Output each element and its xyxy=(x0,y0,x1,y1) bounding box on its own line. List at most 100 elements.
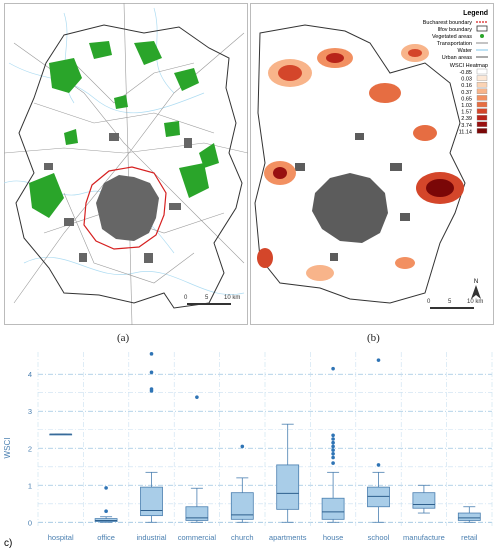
x-tick-label: apartments xyxy=(269,533,307,542)
outlier-point xyxy=(331,440,335,445)
box-house xyxy=(321,366,345,523)
outlier-point xyxy=(331,461,335,465)
outlier-point xyxy=(149,387,154,391)
hotspot xyxy=(408,49,422,57)
caption-a: (a) xyxy=(117,332,130,344)
boxplot-svg: c) WSCI 0 1 2 3 4 hospital office industrial co… xyxy=(3,352,493,549)
heatmap-swatch xyxy=(476,81,488,88)
hotspot xyxy=(326,53,344,63)
legend-item-label: Bucharest boundary xyxy=(423,20,472,26)
outlier-point xyxy=(149,370,154,375)
heatmap-swatch xyxy=(476,128,488,134)
north-label: N xyxy=(474,279,478,285)
outlier-point xyxy=(331,433,335,438)
hotspot xyxy=(413,125,437,141)
box-iqr xyxy=(412,492,436,509)
scale-bar-b: 0 5 10 km xyxy=(427,299,483,309)
box-commercial xyxy=(185,395,209,523)
gridlines xyxy=(37,352,493,526)
legend-swatch xyxy=(480,34,484,38)
box-iqr xyxy=(185,506,209,521)
box-hospital xyxy=(49,433,73,436)
outlier-point xyxy=(331,444,335,449)
heatmap-swatch xyxy=(476,95,488,101)
x-tick-label: house xyxy=(323,533,343,542)
heatmap-swatch xyxy=(476,101,488,108)
heatmap-value: -0.85 xyxy=(459,70,472,76)
hotspot xyxy=(426,179,454,197)
legend-item-label: Urban areas xyxy=(442,55,473,61)
box-manufacture xyxy=(412,484,436,514)
map-panel-a: 0 5 10 km xyxy=(3,2,249,326)
legend-item-label: Ilfov boundary xyxy=(437,27,472,33)
box-iqr xyxy=(140,486,163,517)
scale-bar-b-line xyxy=(430,307,474,309)
legend-item-label: Water xyxy=(458,48,473,54)
panel-c-label: c) xyxy=(4,538,12,549)
legend-item-label: Transportation xyxy=(437,41,472,47)
heatmap-value: 11.14 xyxy=(459,129,472,135)
map-a-roads xyxy=(3,2,249,326)
outlier-point xyxy=(376,358,381,362)
hotspot xyxy=(278,65,302,81)
heatmap-swatch xyxy=(476,68,488,75)
x-tick-label: industrial xyxy=(136,533,166,542)
heatmap-value: 2.39 xyxy=(461,116,472,122)
x-tick-label: retail xyxy=(461,533,478,542)
heatmap-value: 0.65 xyxy=(461,96,472,102)
legend-title: Legend xyxy=(463,10,488,17)
heatmap-value: 1.03 xyxy=(461,103,472,109)
outlier-point xyxy=(104,486,108,490)
scale-a-tick-0: 0 xyxy=(184,295,188,301)
outlier-point xyxy=(104,509,108,513)
outlier-point xyxy=(331,452,335,456)
box-iqr xyxy=(457,512,481,521)
outlier-point xyxy=(331,437,335,441)
scale-a-tick-5: 5 xyxy=(205,295,209,301)
outlier-point xyxy=(376,463,381,467)
heatmap-swatch xyxy=(476,114,488,121)
vegetated-areas-a xyxy=(29,41,219,218)
y-tick-label: 3 xyxy=(28,407,32,416)
hotspot xyxy=(273,167,287,179)
x-tick-label: church xyxy=(231,533,254,542)
box-industrial xyxy=(140,352,163,523)
outlier-point xyxy=(331,448,335,452)
heatmap-swatch xyxy=(476,88,488,95)
outlier-point xyxy=(195,395,199,399)
x-tick-label: office xyxy=(97,533,115,542)
urban-areas-b xyxy=(295,133,410,261)
map-panel-b: Legend Bucharest boundary Ilfov boundary V… xyxy=(250,3,494,325)
heatmap-swatch xyxy=(476,108,488,114)
box-church xyxy=(230,444,254,523)
outlier-point xyxy=(149,352,154,356)
box-iqr xyxy=(230,492,254,520)
outlier-point xyxy=(331,455,335,460)
y-tick-label: 1 xyxy=(28,481,32,490)
hotspot xyxy=(257,248,273,268)
y-axis-label: WSCI xyxy=(3,438,12,459)
box-office xyxy=(94,486,118,523)
heatmap-value: 3.74 xyxy=(461,123,472,129)
scale-b-tick-10: 10 km xyxy=(467,299,483,305)
x-tick-label: manufacture xyxy=(403,533,445,542)
heatmap-swatch xyxy=(476,121,488,128)
heatmap-title: WSCI Heatmap xyxy=(450,63,488,69)
heatmap-value: 0.16 xyxy=(461,83,472,89)
hotspot xyxy=(395,257,415,269)
box-iqr xyxy=(367,486,390,508)
heatmap-hotspots xyxy=(257,44,464,281)
x-tick-label: commercial xyxy=(178,533,217,542)
scale-b-tick-5: 5 xyxy=(448,299,452,305)
heatmap-items: -0.850.030.160.370.651.031.572.393.7411.… xyxy=(459,68,488,135)
outlier-point xyxy=(331,366,335,371)
box-school xyxy=(367,358,390,523)
box-iqr xyxy=(321,497,345,520)
y-ticks: 0 1 2 3 4 xyxy=(28,370,32,527)
caption-b: (b) xyxy=(367,332,380,344)
legend-item-label: Vegetated areas xyxy=(432,34,472,40)
x-tick-label: school xyxy=(368,533,390,542)
x-ticks: hospital office industrial commercial church… xyxy=(48,533,478,542)
